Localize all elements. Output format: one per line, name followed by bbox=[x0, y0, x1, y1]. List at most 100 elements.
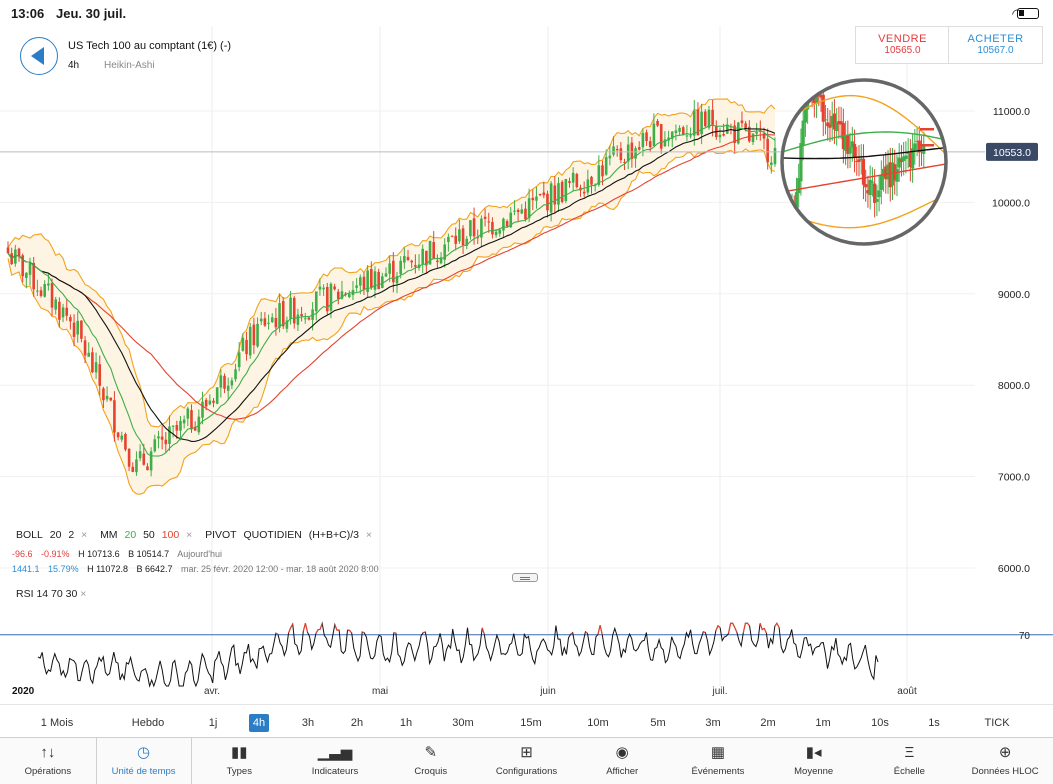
battery-icon bbox=[1017, 8, 1039, 19]
buy-button[interactable]: ACHETER 10567.0 bbox=[948, 26, 1043, 64]
timeframe-1-mois[interactable]: 1 Mois bbox=[40, 717, 74, 729]
zoom-candle-body bbox=[917, 140, 921, 153]
candle-body bbox=[43, 284, 46, 297]
zoom-candle-body bbox=[837, 121, 841, 125]
timeframe-5m[interactable]: 5m bbox=[650, 717, 666, 729]
timeframe-4h[interactable]: 4h bbox=[249, 714, 269, 732]
candle-body bbox=[557, 183, 560, 205]
range-low: B 6642.7 bbox=[136, 564, 173, 574]
candle-body bbox=[608, 155, 612, 159]
toolbar-operations[interactable]: ↑↓ Opérations bbox=[0, 738, 96, 784]
timeframe-tick[interactable]: TICK bbox=[984, 717, 1010, 729]
toolbar-afficher[interactable]: ◉ Afficher bbox=[574, 738, 670, 784]
remove-boll-icon[interactable]: × bbox=[81, 529, 88, 541]
moyenne-icon: ▮◂ bbox=[805, 744, 822, 761]
zoom-candle-body bbox=[888, 162, 892, 188]
candle-body bbox=[146, 466, 149, 471]
back-button[interactable] bbox=[20, 37, 58, 75]
candle-body bbox=[226, 385, 230, 391]
candle-body bbox=[590, 176, 593, 185]
candle-body bbox=[296, 314, 300, 325]
candle-body bbox=[366, 270, 369, 293]
zoom-candle-body bbox=[859, 158, 863, 161]
zoom-candle-body bbox=[832, 113, 837, 130]
toolbar-donnees-hloc[interactable]: ⊕ Données HLOC bbox=[957, 738, 1053, 784]
candle-body bbox=[755, 132, 758, 134]
toolbar-croquis[interactable]: ✎ Croquis bbox=[383, 738, 479, 784]
candle-body bbox=[47, 283, 50, 286]
zoom-candle-body bbox=[870, 181, 874, 183]
candle-body bbox=[300, 314, 303, 316]
stats-range: 1441.1 15.79% H 11072.8 B 6642.7 mar. 25… bbox=[12, 564, 385, 574]
timeframe-10m[interactable]: 10m bbox=[587, 717, 609, 729]
remove-mm-icon[interactable]: × bbox=[186, 529, 193, 541]
toolbar-indicateurs[interactable]: ▁▃▅ Indicateurs bbox=[287, 738, 383, 784]
timeframe-3m[interactable]: 3m bbox=[705, 717, 721, 729]
toolbar-moyenne[interactable]: ▮◂ Moyenne bbox=[766, 738, 862, 784]
toolbar-label: Unité de temps bbox=[111, 766, 176, 777]
bollinger-upper-line bbox=[7, 98, 776, 428]
candle-body bbox=[689, 135, 692, 137]
remove-rsi-icon[interactable]: × bbox=[80, 588, 87, 600]
timeframe-15m[interactable]: 15m bbox=[520, 717, 542, 729]
candle-body bbox=[513, 210, 516, 212]
candle-body bbox=[113, 400, 116, 433]
remove-pivot-icon[interactable]: × bbox=[365, 529, 373, 541]
timeframe-1h[interactable]: 1h bbox=[399, 717, 413, 729]
candle-body bbox=[318, 286, 322, 290]
toolbar-echelle[interactable]: Ξ Échelle bbox=[862, 738, 958, 784]
boll-period: 20 bbox=[49, 529, 62, 541]
candle-body bbox=[740, 120, 744, 124]
candle-body bbox=[179, 420, 182, 431]
candle-body bbox=[527, 198, 531, 219]
toolbar-label: Configurations bbox=[495, 766, 558, 777]
timeframe-1m[interactable]: 1m bbox=[815, 717, 831, 729]
candle-body bbox=[619, 148, 623, 161]
candle-body bbox=[546, 193, 549, 211]
timeframe-1j[interactable]: 1j bbox=[208, 717, 218, 729]
zoom-candle-body bbox=[803, 108, 807, 123]
zoom-candle-body bbox=[799, 143, 803, 182]
toolbar-configurations[interactable]: ⊞ Configurations bbox=[479, 738, 575, 784]
zoom-ma50 bbox=[782, 147, 946, 160]
chart-area[interactable]: 11000.0 10000.0 9000.0 8000.0 7000.0 6000.0 10… bbox=[0, 26, 1053, 704]
timeframe-30m[interactable]: 30m bbox=[452, 717, 474, 729]
candle-body bbox=[458, 229, 461, 242]
chart-type-label: Heikin-Ashi bbox=[104, 60, 155, 71]
candle-body bbox=[248, 326, 252, 356]
candle-body bbox=[392, 260, 395, 283]
candle-body bbox=[131, 466, 135, 472]
month-label: août bbox=[897, 686, 917, 697]
toolbar-types[interactable]: ▮▮ Types bbox=[191, 738, 287, 784]
chart-canvas[interactable]: 11000.0 10000.0 9000.0 8000.0 7000.0 6000.0 10… bbox=[0, 26, 1053, 704]
candle-body bbox=[454, 235, 458, 244]
timeframe-1s[interactable]: 1s bbox=[928, 717, 940, 729]
zoom-candle-body bbox=[861, 158, 866, 185]
timeframe-hebdo[interactable]: Hebdo bbox=[131, 717, 165, 729]
bollinger-lower-line bbox=[7, 148, 776, 495]
candle-body bbox=[201, 401, 204, 418]
timeframe-2h[interactable]: 2h bbox=[350, 717, 364, 729]
rsi-name: RSI bbox=[16, 588, 34, 600]
candle-body bbox=[76, 320, 80, 335]
candle-body bbox=[670, 131, 674, 139]
mm-100: 100 bbox=[161, 529, 180, 541]
toolbar-evenements[interactable]: ▦ Événements bbox=[670, 738, 766, 784]
rsi-lower: 30 bbox=[65, 588, 78, 600]
candle-body bbox=[703, 111, 707, 127]
candle-body bbox=[718, 134, 722, 138]
toolbar-unite-de-temps[interactable]: ◷ Unité de temps bbox=[96, 738, 192, 784]
sell-button[interactable]: VENDRE 10565.0 bbox=[855, 26, 950, 64]
toolbar-label: Opérations bbox=[24, 766, 72, 777]
timeframe-3h[interactable]: 3h bbox=[301, 717, 315, 729]
timeframe-2m[interactable]: 2m bbox=[760, 717, 776, 729]
timeframe-10s[interactable]: 10s bbox=[871, 717, 889, 729]
back-arrow-icon bbox=[31, 47, 44, 65]
pane-resize-handle[interactable] bbox=[512, 573, 538, 582]
candle-body bbox=[347, 294, 351, 298]
candle-body bbox=[443, 244, 447, 260]
day-low: B 10514.7 bbox=[128, 549, 170, 559]
zoom-boll-upper bbox=[782, 94, 946, 155]
instrument-title: US Tech 100 au comptant (1€) (-) bbox=[68, 40, 232, 52]
toolbar-label: Types bbox=[226, 766, 252, 777]
